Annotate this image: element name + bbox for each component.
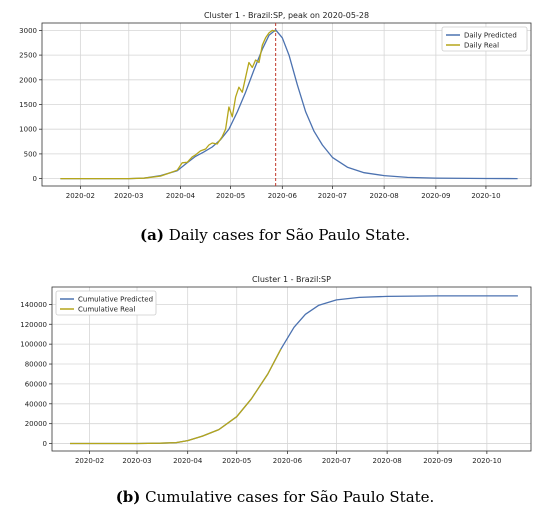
caption-b-text: Cumulative cases for São Paulo State.	[140, 488, 435, 506]
x-tick-label: 2020-04	[173, 457, 203, 465]
x-tick-label: 2020-03	[122, 457, 151, 465]
legend-box	[55, 290, 157, 316]
x-tick-label: 2020-07	[318, 192, 347, 200]
y-tick-label: 500	[24, 150, 37, 158]
y-tick-label: 0	[43, 440, 47, 448]
x-tick-label: 2020-08	[370, 192, 399, 200]
x-tick-label: 2020-06	[273, 457, 303, 465]
x-tick-label: 2020-09	[421, 192, 450, 200]
x-tick-label: 2020-05	[216, 192, 245, 200]
x-tick-label: 2020-02	[75, 457, 104, 465]
caption-a: (a) Daily cases for São Paulo State.	[0, 226, 550, 244]
caption-a-label: (a)	[140, 226, 164, 244]
legend-entry: Cumulative Real	[78, 306, 135, 314]
x-tick-label: 2020-08	[373, 457, 402, 465]
y-tick-label: 80000	[25, 361, 47, 369]
x-tick-label: 2020-02	[66, 192, 95, 200]
caption-b: (b) Cumulative cases for São Paulo State…	[0, 488, 550, 506]
y-tick-label: 1500	[19, 101, 37, 109]
legend-box	[441, 26, 528, 52]
caption-a-text: Daily cases for São Paulo State.	[163, 226, 410, 244]
y-tick-label: 20000	[25, 420, 47, 428]
x-tick-label: 2020-05	[222, 457, 251, 465]
y-tick-label: 120000	[20, 321, 47, 329]
x-tick-label: 2020-10	[471, 192, 500, 200]
y-tick-label: 60000	[25, 380, 47, 388]
x-tick-label: 2020-06	[268, 192, 298, 200]
y-tick-label: 40000	[25, 400, 47, 408]
series-line-daily-real	[60, 29, 276, 180]
y-tick-label: 2500	[19, 52, 37, 60]
x-tick-label: 2020-04	[166, 192, 196, 200]
legend-entry: Daily Predicted	[464, 32, 517, 40]
plot-frame	[41, 22, 532, 187]
legend: Daily Predicted Daily Real	[441, 26, 528, 52]
chart-title: Cluster 1 - Brazil:SP, peak on 2020-05-2…	[204, 11, 369, 20]
series-line-cumulative-real	[70, 348, 282, 445]
y-tick-label: 3000	[19, 27, 37, 35]
x-tick-label: 2020-03	[114, 192, 143, 200]
x-tick-label: 2020-07	[322, 457, 351, 465]
y-tick-label: 0	[33, 175, 37, 183]
legend: Cumulative Predicted Cumulative Real	[55, 290, 157, 316]
chart-2: 2020-02 2020-03 2020-04 2020-05 2020-06 2020-…	[20, 275, 532, 465]
chart-1: 2020-02 2020-03 2020-04 2020-05 2020-06 2020-…	[19, 11, 532, 200]
chart-title: Cluster 1 - Brazil:SP	[252, 275, 331, 284]
legend-entry: Cumulative Predicted	[78, 296, 153, 304]
plot-frame	[51, 286, 532, 452]
y-tick-label: 2000	[19, 76, 37, 84]
y-tick-label: 140000	[20, 301, 47, 309]
caption-b-label: (b)	[115, 488, 141, 506]
x-tick-label: 2020-10	[472, 457, 501, 465]
y-tick-label: 100000	[20, 341, 47, 349]
legend-entry: Daily Real	[464, 42, 499, 50]
x-tick-label: 2020-09	[423, 457, 452, 465]
y-tick-label: 1000	[19, 126, 37, 134]
